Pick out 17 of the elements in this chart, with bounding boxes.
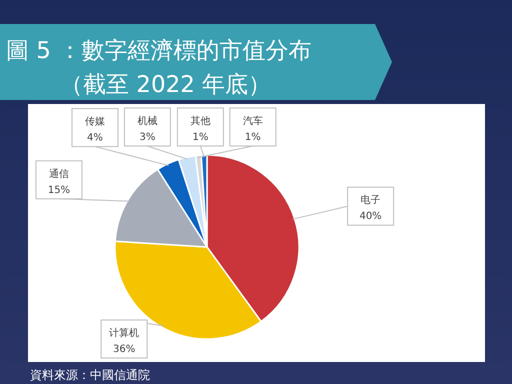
data-label: 15%: [48, 184, 70, 196]
slice-label: 计算机: [109, 327, 140, 339]
slice-label: 传媒: [84, 116, 105, 128]
slice-label: 通信: [48, 168, 69, 180]
chart-subtitle: （截至 2022 年底）: [60, 72, 272, 98]
slice-label: 其他: [190, 115, 210, 127]
data-label: 3%: [139, 132, 156, 143]
data-label: 36%: [113, 344, 136, 355]
data-label: 4%: [87, 132, 103, 144]
source-note: 資料來源：中國信通院: [30, 368, 150, 382]
data-label: 1%: [244, 132, 261, 143]
slice-label: 电子: [360, 194, 381, 206]
slice-label: 机械: [137, 115, 158, 127]
slice-label: 汽车: [242, 115, 263, 127]
data-label: 40%: [359, 211, 382, 222]
data-label: 1%: [192, 132, 208, 143]
chart-title: 圖 5 ：數字經濟標的市值分布: [6, 38, 312, 64]
